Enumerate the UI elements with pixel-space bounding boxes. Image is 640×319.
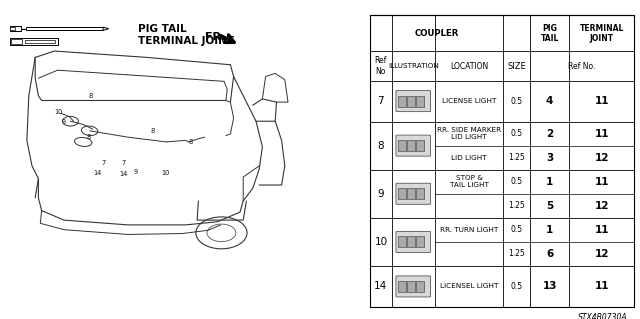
Bar	[416, 281, 424, 292]
Text: Ref No.: Ref No.	[568, 62, 596, 70]
Text: LICENSE LIGHT: LICENSE LIGHT	[442, 98, 496, 104]
Text: FR.: FR.	[205, 32, 225, 42]
Bar	[398, 140, 406, 151]
Text: 1.25: 1.25	[508, 153, 525, 162]
Bar	[416, 188, 424, 199]
Text: 10: 10	[54, 109, 63, 115]
Text: 1.25: 1.25	[508, 201, 525, 210]
Text: 12: 12	[595, 201, 609, 211]
Text: ILLUSTRATION: ILLUSTRATION	[388, 63, 438, 69]
Text: 0.5: 0.5	[511, 129, 523, 138]
Text: 1: 1	[546, 177, 554, 187]
Bar	[398, 96, 406, 107]
Text: 9: 9	[62, 119, 66, 125]
Bar	[10, 38, 58, 45]
Text: 1: 1	[546, 225, 554, 235]
Bar	[370, 15, 634, 307]
Text: 13: 13	[543, 281, 557, 292]
Bar	[416, 236, 424, 247]
Bar	[416, 140, 424, 151]
Text: 7: 7	[122, 160, 125, 166]
Text: 8: 8	[150, 129, 154, 134]
Text: 3: 3	[546, 153, 554, 163]
Text: 14: 14	[93, 170, 102, 176]
Text: 11: 11	[595, 96, 609, 106]
Text: 7: 7	[102, 160, 106, 166]
Text: LOCATION: LOCATION	[450, 62, 488, 70]
Text: PIG
TAIL: PIG TAIL	[540, 24, 559, 43]
Text: 12: 12	[595, 249, 609, 259]
FancyBboxPatch shape	[396, 91, 431, 112]
Text: PIG TAIL: PIG TAIL	[138, 24, 186, 34]
Bar	[10, 27, 15, 30]
Text: 10: 10	[161, 170, 170, 176]
Text: 14: 14	[119, 171, 128, 176]
Text: 12: 12	[595, 153, 609, 163]
Ellipse shape	[207, 224, 236, 242]
Text: 8: 8	[189, 139, 193, 145]
Text: 14: 14	[374, 281, 387, 292]
Text: 0.5: 0.5	[511, 97, 523, 106]
Text: RR. SIDE MARKER
LID LIGHT: RR. SIDE MARKER LID LIGHT	[437, 127, 501, 140]
Text: 9: 9	[134, 169, 138, 175]
Bar	[407, 96, 415, 107]
FancyBboxPatch shape	[396, 135, 431, 156]
Bar	[10, 26, 21, 31]
Text: 0.5: 0.5	[511, 177, 523, 186]
Text: 5: 5	[546, 201, 554, 211]
Text: STX4B0730A: STX4B0730A	[578, 313, 627, 319]
Text: COUPLER: COUPLER	[415, 29, 459, 38]
Polygon shape	[103, 27, 109, 30]
Bar	[407, 281, 415, 292]
Bar	[26, 27, 103, 30]
Text: 0.5: 0.5	[511, 226, 523, 234]
Text: 9: 9	[378, 189, 384, 199]
Text: 8: 8	[86, 134, 90, 139]
Text: 8: 8	[88, 93, 92, 99]
Text: LID LIGHT: LID LIGHT	[451, 155, 487, 161]
Text: TERMINAL JOINT: TERMINAL JOINT	[138, 36, 234, 47]
Ellipse shape	[196, 217, 247, 249]
Bar	[398, 188, 406, 199]
Text: 10: 10	[374, 237, 387, 247]
Text: 11: 11	[595, 281, 609, 292]
FancyBboxPatch shape	[396, 276, 431, 297]
Text: STOP &
TAIL LIGHT: STOP & TAIL LIGHT	[450, 175, 488, 188]
Text: 11: 11	[595, 177, 609, 187]
Bar	[407, 140, 415, 151]
FancyBboxPatch shape	[396, 183, 431, 204]
Text: 11: 11	[595, 129, 609, 138]
Bar	[407, 236, 415, 247]
Bar	[25, 40, 55, 43]
Text: 2: 2	[546, 129, 554, 138]
Bar	[398, 281, 406, 292]
Text: 4: 4	[546, 96, 554, 106]
Text: RR. TURN LIGHT: RR. TURN LIGHT	[440, 227, 498, 233]
Text: 0.5: 0.5	[511, 282, 523, 291]
Text: Ref
No: Ref No	[374, 56, 387, 76]
Text: SIZE: SIZE	[508, 62, 526, 70]
Text: LICENSEL LIGHT: LICENSEL LIGHT	[440, 284, 498, 289]
Text: 1.25: 1.25	[508, 249, 525, 258]
Text: 7: 7	[378, 96, 384, 106]
FancyBboxPatch shape	[396, 231, 431, 252]
Text: 11: 11	[595, 225, 609, 235]
Bar	[11, 39, 22, 44]
Bar	[398, 236, 406, 247]
Bar	[407, 188, 415, 199]
Text: TERMINAL
JOINT: TERMINAL JOINT	[580, 24, 624, 43]
Text: 8: 8	[378, 141, 384, 151]
Bar	[416, 96, 424, 107]
Text: 6: 6	[546, 249, 554, 259]
